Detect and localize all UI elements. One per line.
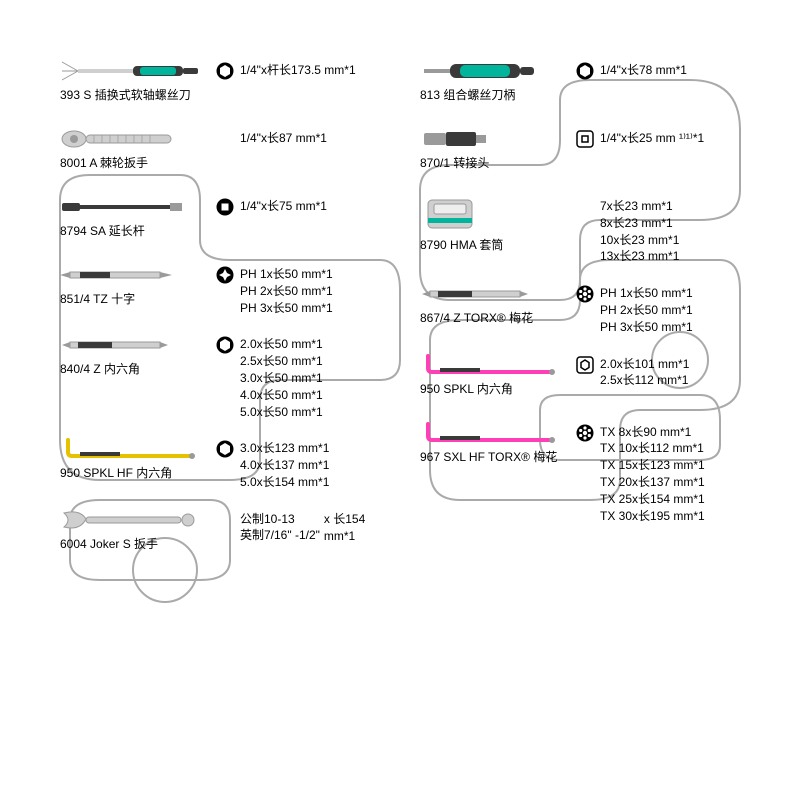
spec-text: TX 8x长90 mm*1 <box>600 424 740 441</box>
torx-icon <box>576 424 594 442</box>
tool-name: 967 SXL HF TORX® 梅花 <box>420 448 570 465</box>
spec-text: 2.5x长112 mm*1 <box>600 372 740 389</box>
item-row: 851/4 TZ 十字 PH 1x长50 mm*1 PH 2x长50 mm*1 … <box>60 264 380 316</box>
tool-image-joker <box>60 509 200 531</box>
square-outline-icon <box>576 130 594 148</box>
item-row: 950 SPKL HF 内六角 3.0x长123 mm*1 4.0x长137 m… <box>60 438 380 490</box>
tool-name: 813 组合螺丝刀柄 <box>420 86 570 103</box>
spec-text: 1/4"x杆长173.5 mm*1 <box>240 62 380 79</box>
spec-text: PH 2x长50 mm*1 <box>240 283 380 300</box>
spec-text: PH 1x长50 mm*1 <box>600 285 740 302</box>
spec-text: TX 30x长195 mm*1 <box>600 508 740 525</box>
tool-name: 840/4 Z 内六角 <box>60 360 210 377</box>
spec-text: 10x长23 mm*1 <box>600 232 740 249</box>
tool-image-bit-phillips <box>60 264 200 286</box>
spec-text: 2.0x长50 mm*1 <box>240 336 380 353</box>
spec-text: 5.0x长50 mm*1 <box>240 404 380 421</box>
tool-name: 8790 HMA 套筒 <box>420 236 570 253</box>
item-row: 393 S 插换式软轴螺丝刀 1/4"x杆长173.5 mm*1 <box>60 60 380 110</box>
tool-name: 870/1 转接头 <box>420 154 570 171</box>
item-row: 867/4 Z TORX® 梅花 PH 1x长50 mm*1 PH 2x长50 … <box>420 283 740 335</box>
item-row: 950 SPKL 内六角 2.0x长101 mm*1 2.5x长112 mm*1 <box>420 354 740 404</box>
tool-name: 6004 Joker S 扳手 <box>60 535 210 552</box>
spec-text: x 长154 mm*1 <box>324 511 380 545</box>
left-column: 393 S 插换式软轴螺丝刀 1/4"x杆长173.5 mm*1 <box>60 60 380 577</box>
spec-text: 3.0x长123 mm*1 <box>240 440 380 457</box>
spec-text: PH 3x长50 mm*1 <box>240 300 380 317</box>
spec-text: TX 20x长137 mm*1 <box>600 474 740 491</box>
spec-text: 8x长23 mm*1 <box>600 215 740 232</box>
spec-text: 公制10-13 <box>240 512 320 528</box>
tool-image-ratchet <box>60 128 200 150</box>
spec-text: TX 15x长123 mm*1 <box>600 457 740 474</box>
hex-icon <box>216 62 234 80</box>
item-row: 6004 Joker S 扳手 公制10-13 英制7/16" -1/2" x … <box>60 509 380 559</box>
spec-text: 3.0x长50 mm*1 <box>240 370 380 387</box>
spec-text: 2.0x长101 mm*1 <box>600 356 740 373</box>
spec-text: PH 1x长50 mm*1 <box>240 266 380 283</box>
square-icon <box>216 198 234 216</box>
spec-text: 7x长23 mm*1 <box>600 198 740 215</box>
item-row: 813 组合螺丝刀柄 1/4"x长78 mm*1 <box>420 60 740 110</box>
spec-text: TX 10x长112 mm*1 <box>600 440 740 457</box>
tool-name: 867/4 Z TORX® 梅花 <box>420 309 570 326</box>
item-row: 8001 A 棘轮扳手 1/4"x长87 mm*1 <box>60 128 380 178</box>
tool-image-handle <box>420 60 560 82</box>
item-row: 967 SXL HF TORX® 梅花 TX 8x长90 mm*1 TX 10x… <box>420 422 740 525</box>
spec-text: 4.0x长137 mm*1 <box>240 457 380 474</box>
item-row: 840/4 Z 内六角 2.0x长50 mm*1 2.5x长50 mm*1 3.… <box>60 334 380 420</box>
tool-image-lkey-magenta <box>420 354 560 376</box>
spec-text: 1/4"x长75 mm*1 <box>240 198 380 215</box>
tool-name: 8794 SA 延长杆 <box>60 222 210 239</box>
spec-text: 1/4"x长87 mm*1 <box>240 130 380 147</box>
hex-outline-icon <box>576 356 594 374</box>
torx-icon <box>576 285 594 303</box>
spec-text: 英制7/16" -1/2" <box>240 528 320 544</box>
spec-text: PH 3x长50 mm*1 <box>600 319 740 336</box>
item-row: 8794 SA 延长杆 1/4"x长75 mm*1 <box>60 196 380 246</box>
tool-name: 8001 A 棘轮扳手 <box>60 154 210 171</box>
tool-name: 950 SPKL HF 内六角 <box>60 464 210 481</box>
tool-image-extension <box>60 196 200 218</box>
tool-name: 851/4 TZ 十字 <box>60 290 210 307</box>
spec-text: TX 25x长154 mm*1 <box>600 491 740 508</box>
tool-image-bit-hex <box>60 334 200 356</box>
spec-text: PH 2x长50 mm*1 <box>600 302 740 319</box>
tool-name: 950 SPKL 内六角 <box>420 380 570 397</box>
spec-text: 5.0x长154 mm*1 <box>240 474 380 491</box>
hex-icon <box>216 336 234 354</box>
phillips-icon <box>216 266 234 284</box>
item-row: 870/1 转接头 1/4"x长25 mm ¹⁾¹⁾*1 <box>420 128 740 178</box>
hex-icon <box>216 440 234 458</box>
tool-image-flex-driver <box>60 60 200 82</box>
spec-text: 1/4"x长25 mm ¹⁾¹⁾*1 <box>600 130 740 147</box>
item-row: 8790 HMA 套筒 7x长23 mm*1 8x长23 mm*1 10x长23… <box>420 196 740 265</box>
tool-image-bit-torx <box>420 283 560 305</box>
spec-text: 2.5x长50 mm*1 <box>240 353 380 370</box>
tool-image-lkey-yellow <box>60 438 200 460</box>
tool-image-socket <box>420 196 490 232</box>
spec-text: 1/4"x长78 mm*1 <box>600 62 740 79</box>
tool-name: 393 S 插换式软轴螺丝刀 <box>60 86 210 103</box>
content-grid: 393 S 插换式软轴螺丝刀 1/4"x杆长173.5 mm*1 <box>0 0 800 597</box>
right-column: 813 组合螺丝刀柄 1/4"x长78 mm*1 870/1 转接头 <box>420 60 740 577</box>
hex-icon <box>576 62 594 80</box>
tool-image-lkey-magenta <box>420 422 560 444</box>
tool-image-adapter <box>420 128 490 150</box>
spec-text: 4.0x长50 mm*1 <box>240 387 380 404</box>
spec-text: 13x长23 mm*1 <box>600 248 740 265</box>
